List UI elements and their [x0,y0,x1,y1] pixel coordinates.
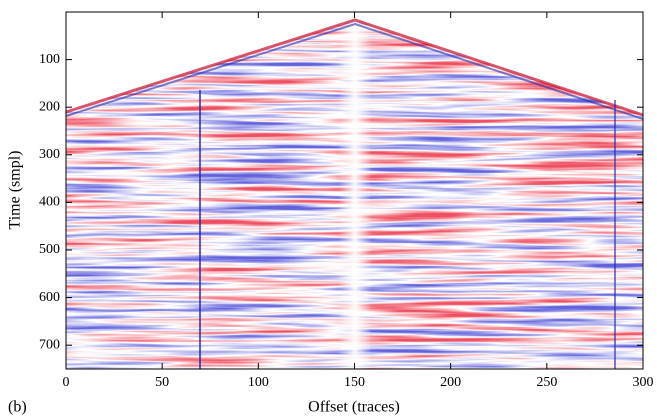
x-tick-label: 0 [63,375,70,390]
y-tick-label: 400 [39,195,60,210]
x-tick-label: 300 [633,375,654,390]
panel-label: (b) [8,399,27,416]
x-tick-label: 250 [536,375,557,390]
y-axis-label: Time (smpl) [7,151,24,230]
y-tick-label: 100 [39,52,60,67]
x-axis-label: Offset (traces) [308,399,400,416]
y-tick-label: 200 [39,99,60,114]
seismic-image [65,12,644,369]
y-tick-label: 500 [39,242,60,257]
x-tick-label: 100 [248,375,269,390]
x-tick-label: 50 [155,375,169,390]
x-tick-label: 200 [440,375,461,390]
y-tick-label: 600 [39,290,60,305]
y-tick-label: 300 [39,147,60,162]
y-tick-label: 700 [39,337,60,352]
x-tick-label: 150 [344,375,365,390]
